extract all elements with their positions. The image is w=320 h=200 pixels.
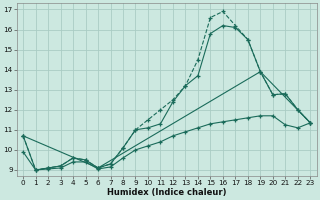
X-axis label: Humidex (Indice chaleur): Humidex (Indice chaleur): [107, 188, 227, 197]
